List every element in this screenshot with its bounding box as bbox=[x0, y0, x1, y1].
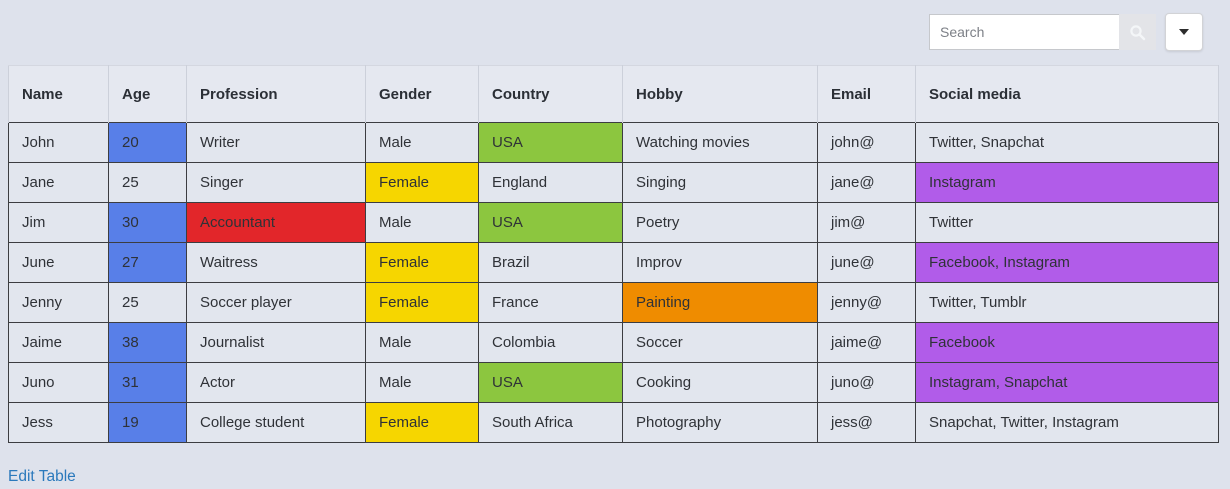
table-cell: Photography bbox=[622, 402, 818, 443]
column-header-social-media: Social media bbox=[915, 65, 1219, 123]
table-cell: june@ bbox=[817, 242, 916, 283]
table-cell: Waitress bbox=[186, 242, 366, 283]
table-cell: 38 bbox=[108, 322, 187, 363]
column-header-email: Email bbox=[817, 65, 916, 123]
table-cell: 25 bbox=[108, 162, 187, 203]
table-cell: john@ bbox=[817, 122, 916, 163]
table-row: Jane 25 Singer Female England Singing jane@ Ins… bbox=[8, 162, 1219, 203]
table-cell: Twitter, Tumblr bbox=[915, 282, 1219, 323]
table-cell: Snapchat, Twitter, Instagram bbox=[915, 402, 1219, 443]
table-cell: jim@ bbox=[817, 202, 916, 243]
table-cell: USA bbox=[478, 122, 623, 163]
table-cell: Jaime bbox=[8, 322, 109, 363]
table-cell: 31 bbox=[108, 362, 187, 403]
table-cell: Female bbox=[365, 402, 479, 443]
table-header-row: Name Age Profession Gender Country Hobby Email… bbox=[8, 65, 1219, 123]
edit-table-link[interactable]: Edit Table bbox=[8, 468, 76, 485]
table-cell: England bbox=[478, 162, 623, 203]
table-cell: USA bbox=[478, 202, 623, 243]
table-cell: Instagram bbox=[915, 162, 1219, 203]
table-cell: Facebook, Instagram bbox=[915, 242, 1219, 283]
table-cell: Juno bbox=[8, 362, 109, 403]
data-table: Name Age Profession Gender Country Hobby Email… bbox=[8, 65, 1219, 443]
table-cell: USA bbox=[478, 362, 623, 403]
table-cell: Female bbox=[365, 282, 479, 323]
table-cell: jaime@ bbox=[817, 322, 916, 363]
table-cell: June bbox=[8, 242, 109, 283]
search-options-dropdown-button[interactable] bbox=[1165, 13, 1203, 51]
column-header-hobby: Hobby bbox=[622, 65, 818, 123]
table-cell: Painting bbox=[622, 282, 818, 323]
search-button[interactable] bbox=[1119, 14, 1156, 50]
search-input[interactable] bbox=[929, 14, 1119, 50]
column-header-age: Age bbox=[108, 65, 187, 123]
column-header-profession: Profession bbox=[186, 65, 366, 123]
table-cell: Brazil bbox=[478, 242, 623, 283]
table-cell: Female bbox=[365, 162, 479, 203]
table-cell: jenny@ bbox=[817, 282, 916, 323]
table-cell: Jenny bbox=[8, 282, 109, 323]
search-icon bbox=[1128, 23, 1147, 42]
table-cell: College student bbox=[186, 402, 366, 443]
table-row: Jaime 38 Journalist Male Colombia Soccer jaime… bbox=[8, 322, 1219, 363]
search-bar bbox=[929, 13, 1203, 51]
table-cell: 25 bbox=[108, 282, 187, 323]
table-cell: Jim bbox=[8, 202, 109, 243]
table-cell: 30 bbox=[108, 202, 187, 243]
table-cell: Writer bbox=[186, 122, 366, 163]
table-cell: Colombia bbox=[478, 322, 623, 363]
table-cell: 20 bbox=[108, 122, 187, 163]
table-cell: 19 bbox=[108, 402, 187, 443]
table-cell: Soccer player bbox=[186, 282, 366, 323]
table-cell: jess@ bbox=[817, 402, 916, 443]
table-cell: Instagram, Snapchat bbox=[915, 362, 1219, 403]
table-cell: Jane bbox=[8, 162, 109, 203]
table-cell: Male bbox=[365, 202, 479, 243]
table-cell: Watching movies bbox=[622, 122, 818, 163]
table-cell: Male bbox=[365, 322, 479, 363]
table-cell: Actor bbox=[186, 362, 366, 403]
table-cell: Singer bbox=[186, 162, 366, 203]
column-header-country: Country bbox=[478, 65, 623, 123]
table-cell: Singing bbox=[622, 162, 818, 203]
table-row: John 20 Writer Male USA Watching movies john@ T… bbox=[8, 122, 1219, 163]
table-cell: South Africa bbox=[478, 402, 623, 443]
table-cell: 27 bbox=[108, 242, 187, 283]
table-row: Juno 31 Actor Male USA Cooking juno@ Instagram,… bbox=[8, 362, 1219, 403]
table-cell: Cooking bbox=[622, 362, 818, 403]
table-cell: Twitter bbox=[915, 202, 1219, 243]
column-header-name: Name bbox=[8, 65, 109, 123]
column-header-gender: Gender bbox=[365, 65, 479, 123]
table-cell: Male bbox=[365, 362, 479, 403]
table-cell: Poetry bbox=[622, 202, 818, 243]
table-cell: Improv bbox=[622, 242, 818, 283]
table-cell: John bbox=[8, 122, 109, 163]
table-row: Jess 19 College student Female South Africa P… bbox=[8, 402, 1219, 443]
caret-down-icon bbox=[1179, 29, 1189, 35]
table-cell: Facebook bbox=[915, 322, 1219, 363]
table-row: Jenny 25 Soccer player Female France Painting… bbox=[8, 282, 1219, 323]
table-cell: juno@ bbox=[817, 362, 916, 403]
table-row: June 27 Waitress Female Brazil Improv june@ Fac… bbox=[8, 242, 1219, 283]
table-cell: Twitter, Snapchat bbox=[915, 122, 1219, 163]
table-cell: jane@ bbox=[817, 162, 916, 203]
table-row: Jim 30 Accountant Male USA Poetry jim@ Twitter bbox=[8, 202, 1219, 243]
table-cell: Female bbox=[365, 242, 479, 283]
table-cell: Jess bbox=[8, 402, 109, 443]
table-cell: Accountant bbox=[186, 202, 366, 243]
table-cell: Male bbox=[365, 122, 479, 163]
table-cell: Soccer bbox=[622, 322, 818, 363]
table-cell: France bbox=[478, 282, 623, 323]
table-cell: Journalist bbox=[186, 322, 366, 363]
